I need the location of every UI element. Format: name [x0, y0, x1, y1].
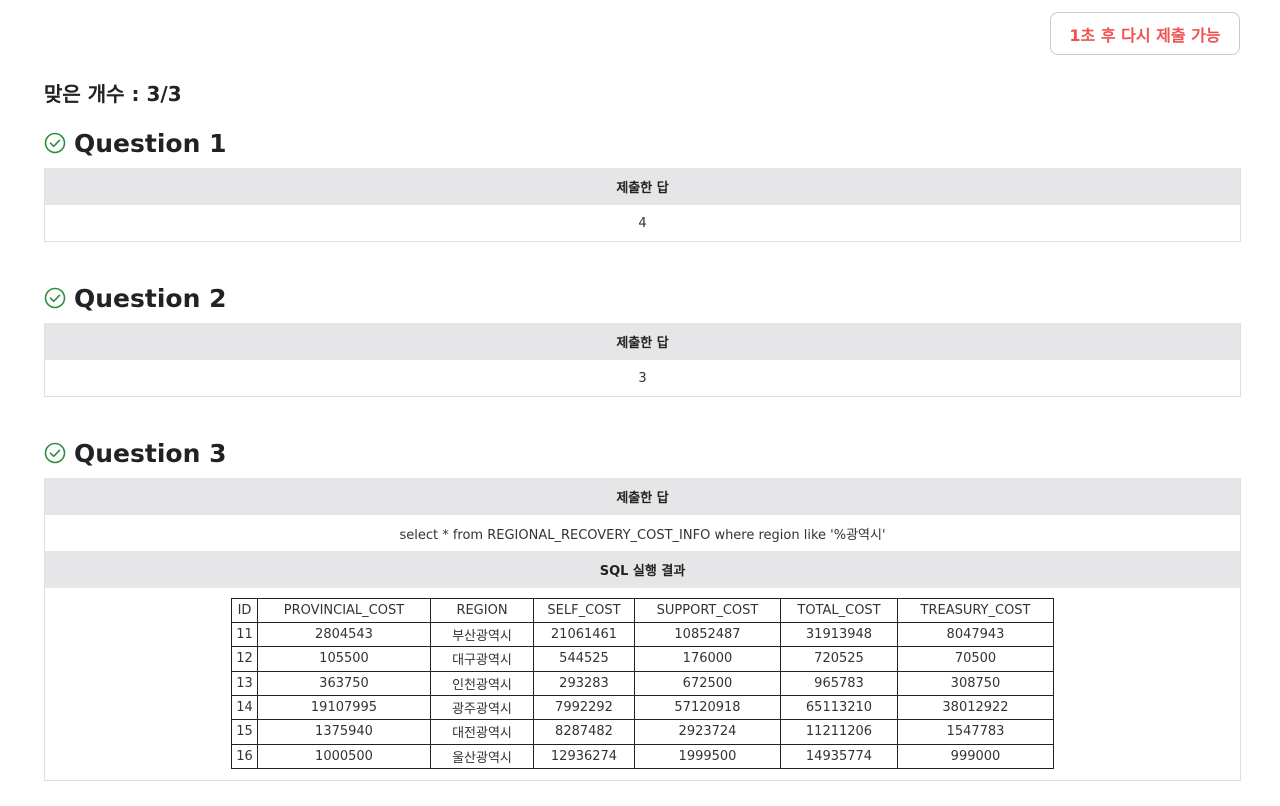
- table-cell: 1375940: [257, 719, 431, 745]
- table-cell: 1547783: [897, 719, 1054, 745]
- question-title-text: Question 2: [74, 283, 227, 313]
- question-1-card: 제출한 답 4: [44, 168, 1241, 242]
- question-3-card: 제출한 답 select * from REGIONAL_RECOVERY_CO…: [44, 478, 1241, 781]
- resubmit-button[interactable]: 1초 후 다시 제출 가능: [1050, 12, 1240, 55]
- submitted-answer: 3: [45, 360, 1240, 396]
- table-cell: 672500: [634, 670, 781, 696]
- table-cell: 176000: [634, 646, 781, 672]
- table-cell: 14: [231, 694, 258, 721]
- question-2-title: Question 2: [44, 282, 226, 314]
- column-header: ID: [231, 598, 258, 623]
- table-row: 11 2804543 부산광역시 21061461 10852487 31913…: [231, 621, 1054, 648]
- column-header: REGION: [430, 598, 534, 623]
- table-cell: 70500: [897, 646, 1054, 672]
- table-cell: 965783: [780, 670, 898, 696]
- submitted-answer-header: 제출한 답: [45, 323, 1240, 360]
- question-title-text: Question 1: [74, 128, 227, 158]
- submitted-answer-header: 제출한 답: [45, 478, 1240, 515]
- submitted-answer: 4: [45, 205, 1240, 241]
- table-cell: 1000500: [257, 743, 431, 770]
- table-cell: 1999500: [634, 743, 781, 770]
- table-row: 12 105500 대구광역시 544525 176000 720525 705…: [231, 646, 1054, 672]
- table-cell: 293283: [533, 670, 635, 696]
- table-cell: 10852487: [634, 621, 781, 648]
- table-cell: 105500: [257, 646, 431, 672]
- table-cell: 31913948: [780, 621, 898, 648]
- column-header: SUPPORT_COST: [634, 598, 781, 623]
- sql-result-header: SQL 실행 결과: [45, 551, 1240, 588]
- table-cell: 720525: [780, 646, 898, 672]
- table-cell: 38012922: [897, 694, 1054, 721]
- table-cell: 8287482: [533, 719, 635, 745]
- table-cell: 2804543: [257, 621, 431, 648]
- table-cell: 16: [231, 743, 258, 770]
- table-cell: 308750: [897, 670, 1054, 696]
- column-header: TREASURY_COST: [897, 598, 1054, 623]
- check-circle-icon: [44, 287, 66, 309]
- table-cell: 8047943: [897, 621, 1054, 648]
- submitted-answer: select * from REGIONAL_RECOVERY_COST_INF…: [45, 515, 1240, 551]
- table-cell: 울산광역시: [430, 743, 534, 770]
- table-row: 15 1375940 대전광역시 8287482 2923724 1121120…: [231, 719, 1054, 745]
- table-cell: 대전광역시: [430, 719, 534, 745]
- table-cell: 11: [231, 621, 258, 648]
- table-cell: 부산광역시: [430, 621, 534, 648]
- table-cell: 14935774: [780, 743, 898, 770]
- table-cell: 인천광역시: [430, 670, 534, 696]
- check-circle-icon: [44, 132, 66, 154]
- table-cell: 2923724: [634, 719, 781, 745]
- table-cell: 21061461: [533, 621, 635, 648]
- sql-result-table: ID PROVINCIAL_COST REGION SELF_COST SUPP…: [231, 598, 1054, 770]
- sql-result-body: ID PROVINCIAL_COST REGION SELF_COST SUPP…: [45, 588, 1240, 780]
- table-cell: 65113210: [780, 694, 898, 721]
- table-cell: 363750: [257, 670, 431, 696]
- table-cell: 544525: [533, 646, 635, 672]
- table-cell: 12: [231, 646, 258, 672]
- column-header: PROVINCIAL_COST: [257, 598, 431, 623]
- table-row: 14 19107995 광주광역시 7992292 57120918 65113…: [231, 694, 1054, 721]
- table-cell: 11211206: [780, 719, 898, 745]
- question-1-title: Question 1: [44, 127, 226, 159]
- column-header: TOTAL_COST: [780, 598, 898, 623]
- submitted-answer-header: 제출한 답: [45, 168, 1240, 205]
- table-cell: 7992292: [533, 694, 635, 721]
- score-count: 맞은 개수 : 3/3: [44, 82, 182, 106]
- table-cell: 15: [231, 719, 258, 745]
- question-3-title: Question 3: [44, 437, 226, 469]
- table-header-row: ID PROVINCIAL_COST REGION SELF_COST SUPP…: [231, 598, 1054, 623]
- table-cell: 대구광역시: [430, 646, 534, 672]
- table-row: 13 363750 인천광역시 293283 672500 965783 308…: [231, 670, 1054, 696]
- table-row: 16 1000500 울산광역시 12936274 1999500 149357…: [231, 743, 1054, 770]
- question-title-text: Question 3: [74, 438, 227, 468]
- table-cell: 12936274: [533, 743, 635, 770]
- check-circle-icon: [44, 442, 66, 464]
- table-cell: 13: [231, 670, 258, 696]
- column-header: SELF_COST: [533, 598, 635, 623]
- table-cell: 999000: [897, 743, 1054, 770]
- table-cell: 광주광역시: [430, 694, 534, 721]
- question-2-card: 제출한 답 3: [44, 323, 1241, 397]
- table-cell: 57120918: [634, 694, 781, 721]
- table-cell: 19107995: [257, 694, 431, 721]
